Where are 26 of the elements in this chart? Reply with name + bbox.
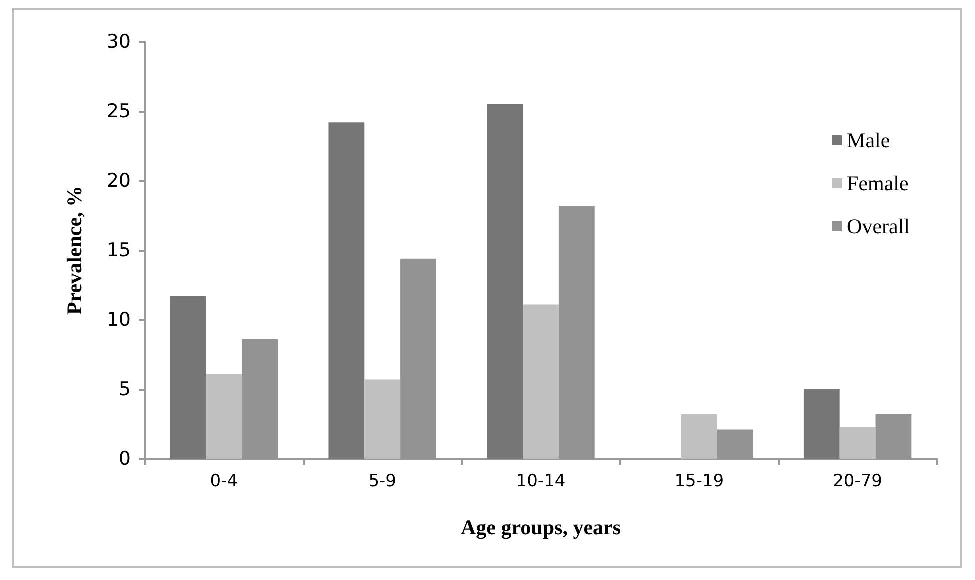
bar xyxy=(206,374,242,459)
x-axis-title: Age groups, years xyxy=(460,516,622,540)
bar xyxy=(681,414,718,459)
y-tick-label: 20 xyxy=(106,170,131,192)
y-tick-label: 0 xyxy=(118,448,131,470)
y-tick-label: 25 xyxy=(106,100,131,122)
bar xyxy=(523,304,559,459)
y-tick-label: 5 xyxy=(118,378,131,400)
bar xyxy=(364,380,401,459)
y-tick-label: 10 xyxy=(106,309,131,331)
bar xyxy=(328,122,365,459)
legend-label: Male xyxy=(847,128,890,152)
bar xyxy=(840,427,876,459)
x-tick-label: 0-4 xyxy=(210,472,238,492)
x-tick-label: 10-14 xyxy=(516,472,566,492)
y-tick-label: 30 xyxy=(106,31,131,53)
legend-label: Overall xyxy=(847,214,910,238)
y-tick-label: 15 xyxy=(106,240,131,262)
bar xyxy=(487,104,524,459)
x-tick-label: 5-9 xyxy=(368,472,396,492)
x-tick-label: 20-79 xyxy=(833,472,883,492)
x-tick-label: 15-19 xyxy=(674,472,724,492)
y-axis-title: Prevalence, % xyxy=(62,186,86,316)
bar xyxy=(804,390,840,459)
bar xyxy=(170,296,206,459)
legend-label: Female xyxy=(847,172,909,196)
